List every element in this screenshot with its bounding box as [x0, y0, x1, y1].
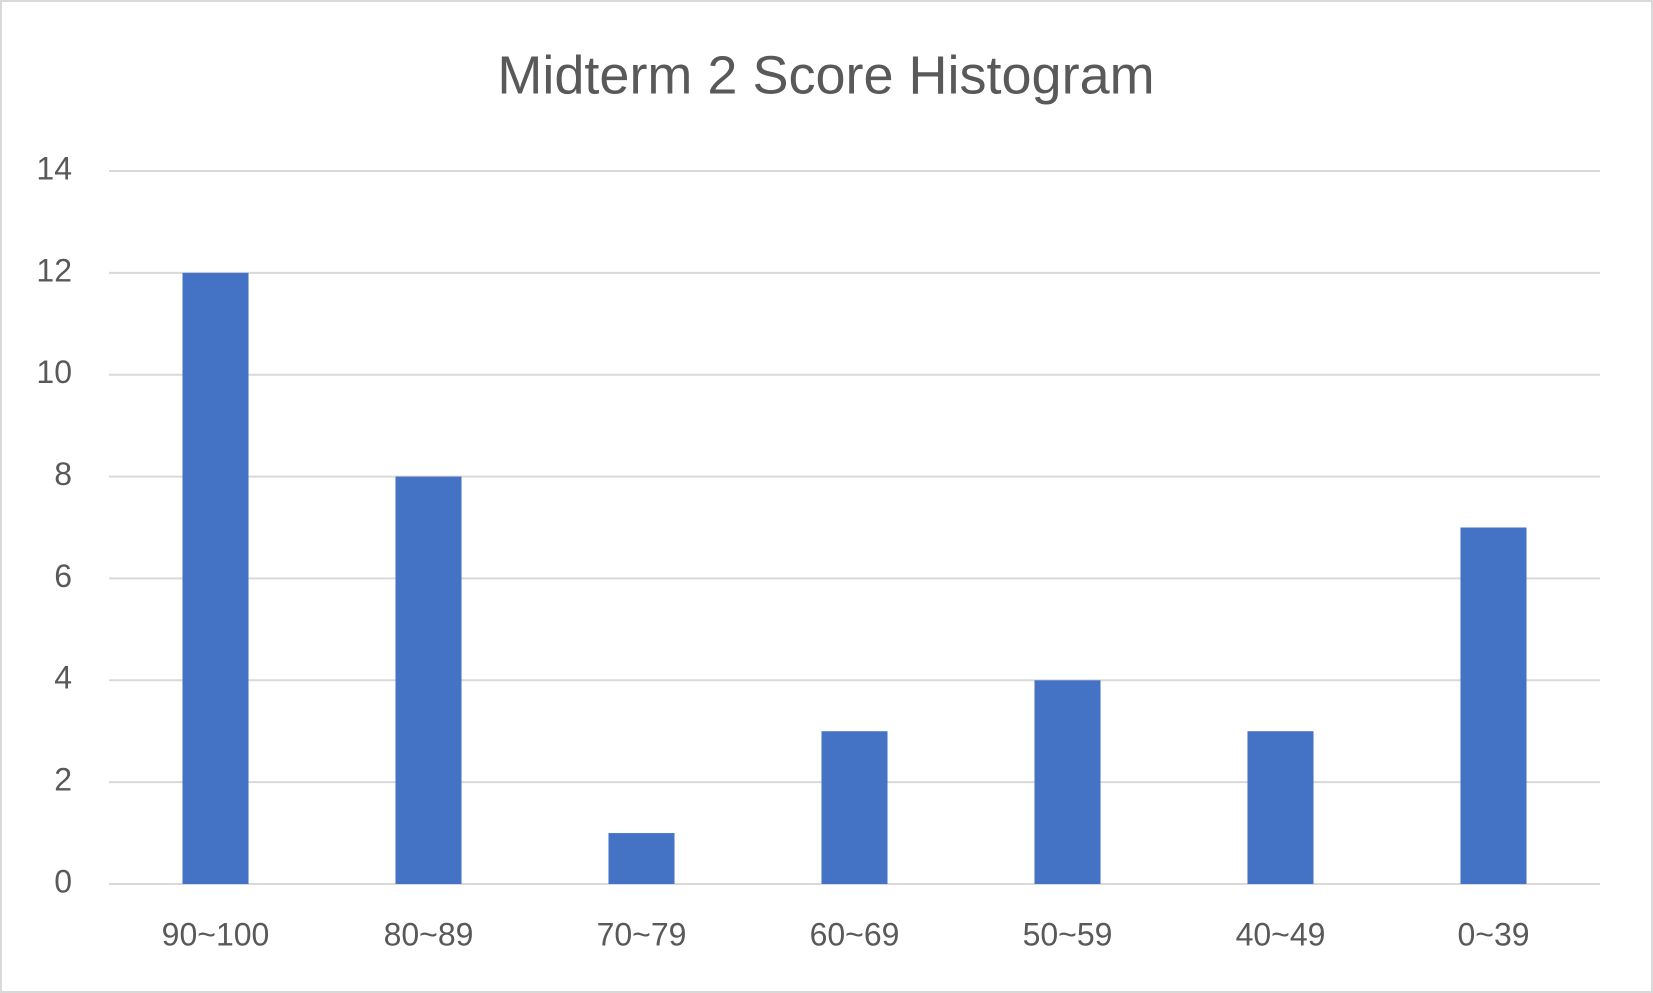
y-tick-label: 12 — [36, 252, 72, 288]
bar — [1247, 731, 1314, 884]
x-tick-label: 50~59 — [1023, 916, 1113, 952]
y-tick-label: 0 — [54, 863, 72, 899]
bar — [608, 833, 675, 884]
bar — [182, 272, 249, 884]
bar — [1460, 527, 1527, 884]
x-tick-label: 90~100 — [162, 916, 270, 952]
bar — [821, 731, 888, 884]
y-tick-label: 10 — [36, 354, 72, 390]
x-tick-label: 40~49 — [1236, 916, 1326, 952]
y-tick-label: 8 — [54, 456, 72, 492]
x-tick-label: 60~69 — [810, 916, 900, 952]
y-tick-label: 4 — [54, 660, 72, 696]
x-tick-label: 70~79 — [597, 916, 687, 952]
x-tick-label: 80~89 — [384, 916, 474, 952]
y-tick-label: 14 — [36, 150, 72, 186]
y-tick-label: 6 — [54, 558, 72, 594]
x-tick-label: 0~39 — [1457, 916, 1529, 952]
chart-title: Midterm 2 Score Histogram — [497, 45, 1154, 105]
y-tick-label: 2 — [54, 762, 72, 798]
bar — [1034, 680, 1101, 884]
bar — [395, 476, 462, 884]
